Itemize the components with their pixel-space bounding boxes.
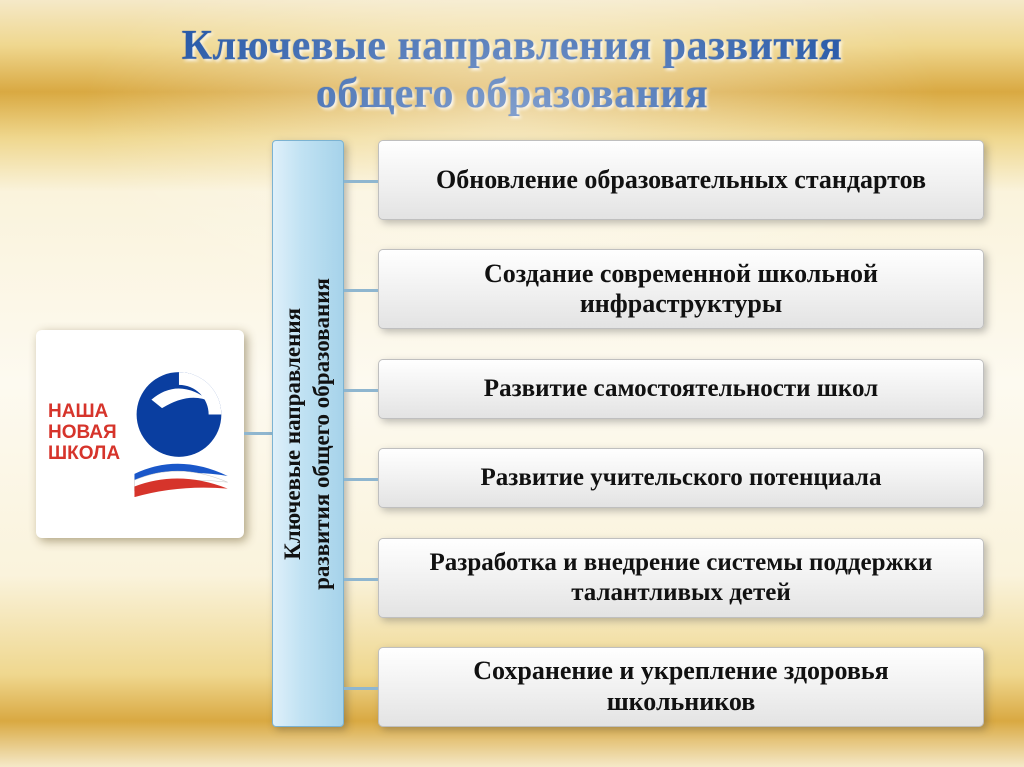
title-line1: Ключевые направления развития bbox=[182, 23, 843, 69]
item-row: Развитие учительского потенциала bbox=[378, 448, 984, 508]
item-row: Сохранение и укрепление здоровья школьни… bbox=[378, 647, 984, 727]
slide-title: Ключевые направления развития общего обр… bbox=[0, 0, 1024, 119]
direction-item-3: Развитие самостоятельности школ bbox=[378, 359, 984, 419]
logo-icon bbox=[126, 370, 232, 497]
direction-item-2: Создание современной школьной инфраструк… bbox=[378, 249, 984, 329]
connector-logo-to-bar bbox=[244, 432, 272, 435]
items-column: Обновление образовательных стандартов Соз… bbox=[344, 140, 984, 727]
vertical-bar-label: Ключевые направления развития общего обр… bbox=[279, 278, 337, 590]
direction-item-1: Обновление образовательных стандартов bbox=[378, 140, 984, 220]
title-line2: общего образования bbox=[316, 71, 708, 117]
logo-box: НАША НОВАЯ ШКОЛА bbox=[36, 330, 244, 538]
logo-text: НАША НОВАЯ ШКОЛА bbox=[48, 402, 120, 465]
diagram-content: НАША НОВАЯ ШКОЛА Ключевые направления ра… bbox=[36, 140, 984, 727]
item-row: Развитие самостоятельности школ bbox=[378, 359, 984, 419]
direction-item-5: Разработка и внедрение системы поддержки… bbox=[378, 538, 984, 618]
vertical-category-bar: Ключевые направления развития общего обр… bbox=[272, 140, 344, 727]
item-row: Создание современной школьной инфраструк… bbox=[378, 249, 984, 329]
item-row: Обновление образовательных стандартов bbox=[378, 140, 984, 220]
item-row: Разработка и внедрение системы поддержки… bbox=[378, 538, 984, 618]
direction-item-6: Сохранение и укрепление здоровья школьни… bbox=[378, 647, 984, 727]
direction-item-4: Развитие учительского потенциала bbox=[378, 448, 984, 508]
